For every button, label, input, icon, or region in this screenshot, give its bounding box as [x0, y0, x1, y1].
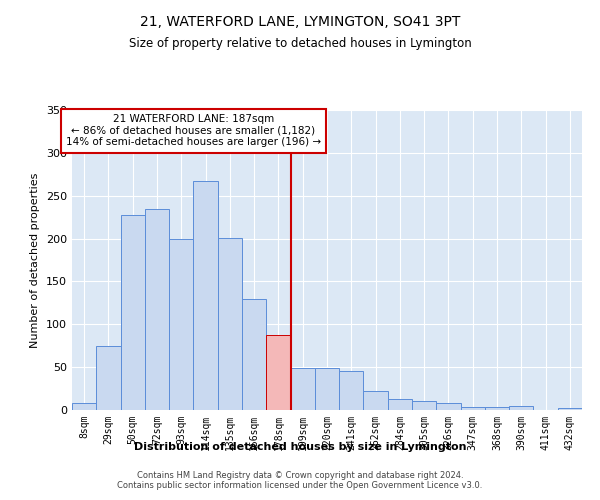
Bar — [388, 399, 412, 410]
Bar — [218, 238, 242, 410]
Bar — [461, 406, 485, 410]
Bar — [145, 210, 169, 410]
Bar — [315, 368, 339, 410]
Bar — [266, 336, 290, 410]
Bar — [242, 298, 266, 410]
Bar — [339, 372, 364, 410]
Bar — [72, 403, 96, 410]
Bar — [558, 408, 582, 410]
Text: Size of property relative to detached houses in Lymington: Size of property relative to detached ho… — [128, 38, 472, 51]
Text: Contains HM Land Registry data © Crown copyright and database right 2024.
Contai: Contains HM Land Registry data © Crown c… — [118, 470, 482, 490]
Bar — [509, 406, 533, 410]
Bar — [169, 238, 193, 410]
Bar — [412, 402, 436, 410]
Bar — [290, 368, 315, 410]
Bar — [436, 403, 461, 410]
Bar — [121, 214, 145, 410]
Bar — [485, 406, 509, 410]
Text: 21 WATERFORD LANE: 187sqm
← 86% of detached houses are smaller (1,182)
14% of se: 21 WATERFORD LANE: 187sqm ← 86% of detac… — [66, 114, 321, 148]
Text: 21, WATERFORD LANE, LYMINGTON, SO41 3PT: 21, WATERFORD LANE, LYMINGTON, SO41 3PT — [140, 15, 460, 29]
Text: Distribution of detached houses by size in Lymington: Distribution of detached houses by size … — [134, 442, 466, 452]
Bar — [193, 181, 218, 410]
Bar — [96, 346, 121, 410]
Y-axis label: Number of detached properties: Number of detached properties — [31, 172, 40, 348]
Bar — [364, 391, 388, 410]
